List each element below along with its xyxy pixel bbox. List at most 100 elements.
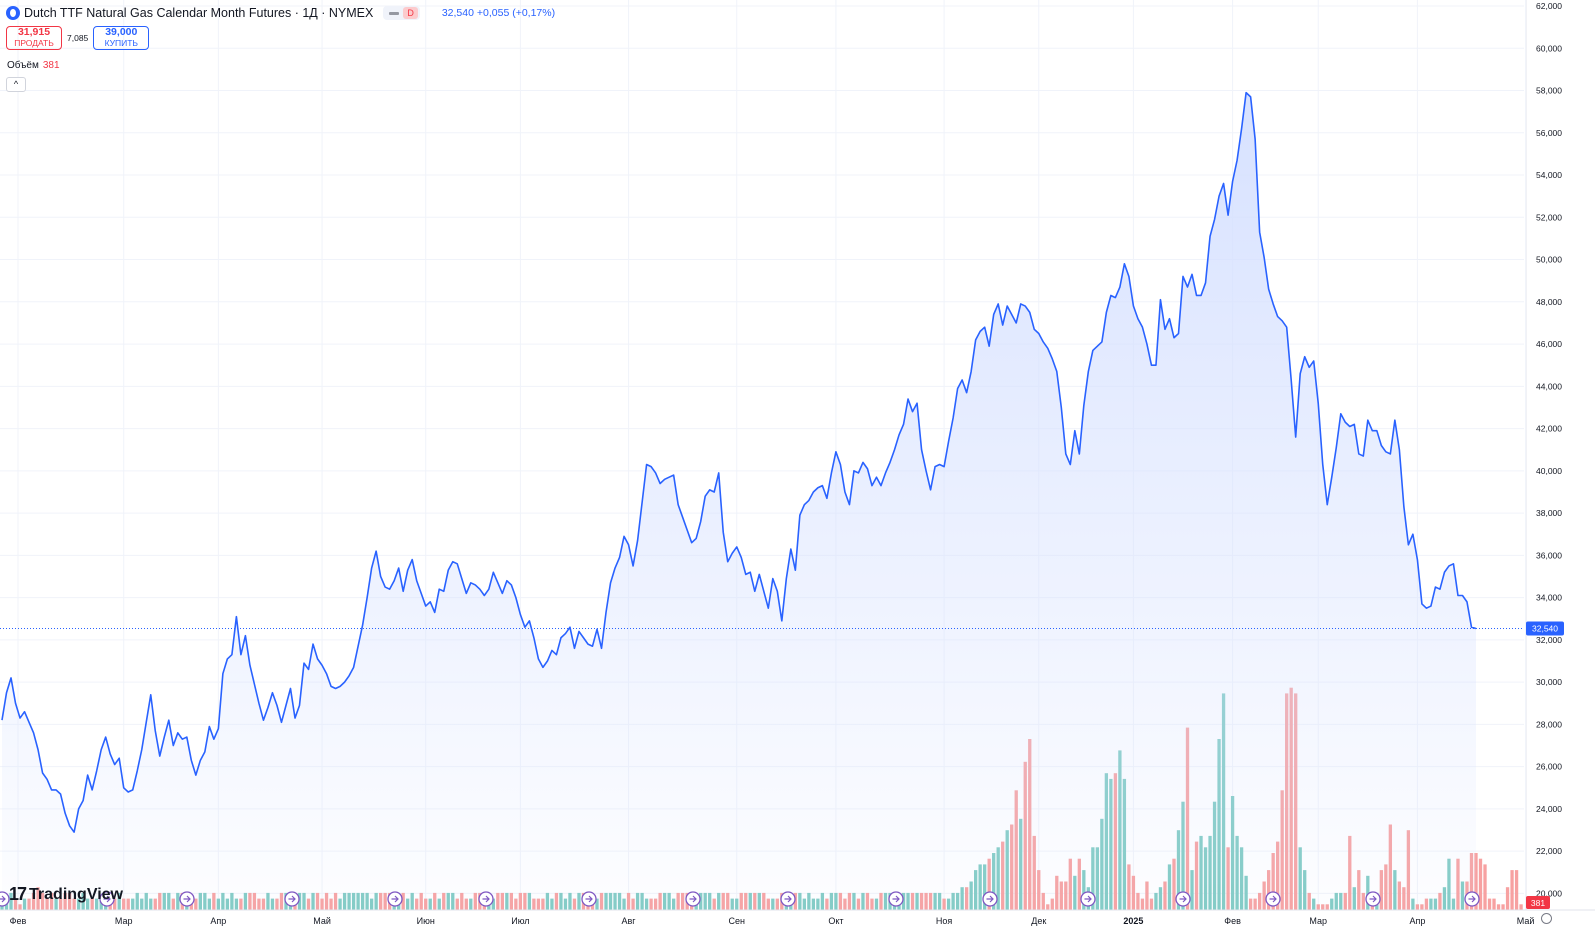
volume-bar — [1478, 858, 1483, 910]
event-marker-arrow — [1179, 895, 1187, 903]
event-marker-icon[interactable] — [478, 891, 494, 907]
x-tick-label: Дек — [1031, 916, 1046, 926]
symbol-legend: Dutch TTF Natural Gas Calendar Month Fut… — [6, 5, 555, 21]
y-tick-label: 60,000 — [1536, 43, 1562, 53]
time-axis[interactable]: Фев Мар Апр Май Июн Июл Авг Сен Окт Ноя Дек 2025 Фев… — [0, 909, 1595, 926]
event-marker-icon[interactable] — [179, 891, 195, 907]
volume-bar — [1514, 870, 1519, 910]
event-marker-arrow — [1369, 895, 1377, 903]
volume-bar — [0, 904, 4, 910]
collapse-legend-button[interactable]: ^ — [6, 77, 26, 92]
y-tick-label: 32,000 — [1536, 635, 1562, 645]
volume-bar — [1492, 898, 1496, 910]
y-tick-label: 48,000 — [1536, 297, 1562, 307]
legend-price: 32,540 +0,055 (+0,17%) — [442, 7, 555, 19]
event-marker-arrow — [0, 895, 6, 903]
y-tick-label: 38,000 — [1536, 508, 1562, 518]
x-tick-label: Фев — [1224, 916, 1241, 926]
event-marker-arrow — [892, 895, 900, 903]
y-tick-label: 44,000 — [1536, 381, 1562, 391]
last-volume-tag — [1526, 896, 1550, 909]
price-area — [1, 91, 1477, 910]
buy-price: 39,000 — [105, 26, 138, 38]
event-marker-icon[interactable] — [780, 891, 796, 907]
x-tick-label: Сен — [729, 916, 746, 926]
y-tick-label: 36,000 — [1536, 550, 1562, 560]
x-tick-label: Апр — [1409, 916, 1425, 926]
event-marker-icon[interactable] — [1175, 891, 1191, 907]
event-marker-arrow — [1468, 895, 1476, 903]
event-marker-icon[interactable] — [387, 891, 403, 907]
price-area-fill — [2, 92, 1476, 910]
buy-button[interactable]: 39,000 КУПИТЬ — [93, 26, 150, 50]
x-tick-label: Авг — [622, 916, 637, 926]
y-tick-label: 42,000 — [1536, 424, 1562, 434]
symbol-flag-icon — [6, 6, 20, 20]
price-axis[interactable]: 20,000 22,000 24,000 26,000 28,000 30,000 32,0… — [1526, 1, 1564, 909]
x-tick-label: Ноя — [936, 916, 953, 926]
minus-icon — [389, 11, 400, 15]
x-tick-label: Июл — [511, 916, 529, 926]
event-marker-icon[interactable] — [284, 891, 300, 907]
event-marker-arrow — [183, 895, 191, 903]
settings-gear-icon[interactable] — [1541, 913, 1552, 924]
last-price-tag — [1526, 621, 1564, 636]
sell-price: 31,915 — [17, 26, 51, 38]
y-tick-label: 28,000 — [1536, 719, 1562, 729]
y-tick-label: 34,000 — [1536, 593, 1562, 603]
event-marker-icon[interactable] — [1265, 891, 1281, 907]
event-marker-icon[interactable] — [982, 891, 998, 907]
event-marker-icon[interactable] — [1464, 891, 1480, 907]
x-tick-label: Май — [1517, 916, 1535, 926]
current-price: 32,540 — [441, 7, 474, 19]
volume-value: 381 — [42, 60, 60, 71]
legend-toggle[interactable]: D — [383, 6, 420, 20]
event-marker-arrow — [1084, 895, 1092, 903]
event-marker-arrow — [689, 895, 697, 903]
event-marker-icon[interactable] — [1080, 891, 1096, 907]
y-tick-label: 52,000 — [1536, 212, 1562, 222]
event-marker-arrow — [391, 895, 399, 903]
y-tick-label: 26,000 — [1536, 762, 1562, 772]
price-change: +0,055 (+0,17%) — [476, 7, 556, 19]
volume-bar — [1505, 887, 1510, 910]
volume-bar — [1487, 898, 1492, 910]
event-marker-arrow — [585, 895, 593, 903]
y-tick-label: 40,000 — [1536, 466, 1562, 476]
volume-legend: Объём 381 — [7, 60, 60, 71]
y-tick-label: 56,000 — [1536, 128, 1562, 138]
volume-bar — [1510, 870, 1514, 910]
event-marker-icon[interactable] — [99, 891, 115, 907]
x-tick-label: Май — [313, 916, 331, 926]
last-price-tag-label: 32,540 — [1532, 623, 1558, 633]
event-marker-icon[interactable] — [0, 891, 10, 907]
event-marker-arrow — [1269, 895, 1277, 903]
event-marker-icon[interactable] — [1365, 891, 1381, 907]
x-tick-label: Мар — [115, 916, 133, 926]
event-marker-arrow — [482, 895, 490, 903]
event-marker-icon[interactable] — [888, 891, 904, 907]
volume-bar — [1483, 864, 1487, 910]
event-marker-icon[interactable] — [685, 891, 701, 907]
y-tick-label: 20,000 — [1536, 888, 1562, 898]
price-line — [1, 91, 1477, 833]
y-tick-label: 22,000 — [1536, 846, 1562, 856]
tradingview-logo[interactable]: 17 TradingView — [9, 884, 123, 905]
sell-button[interactable]: 31,915 ПРОДАТЬ — [6, 26, 62, 50]
y-tick-label: 24,000 — [1536, 804, 1562, 814]
event-markers — [0, 891, 1480, 907]
volume-bar — [1501, 904, 1505, 910]
tradingview-mark-icon: 17 — [9, 884, 27, 904]
symbol-title[interactable]: Dutch TTF Natural Gas Calendar Month Fut… — [24, 6, 374, 20]
y-tick-label: 50,000 — [1536, 255, 1562, 265]
event-marker-icon[interactable] — [581, 891, 597, 907]
x-tick-label: Апр — [210, 916, 226, 926]
x-tick-label: Мар — [1309, 916, 1327, 926]
interval-badge: D — [403, 7, 418, 19]
y-tick-label: 58,000 — [1536, 86, 1562, 96]
y-tick-label: 30,000 — [1536, 677, 1562, 687]
event-marker-arrow — [103, 895, 111, 903]
volume-label: Объём — [7, 60, 39, 71]
buy-label: КУПИТЬ — [104, 38, 138, 48]
